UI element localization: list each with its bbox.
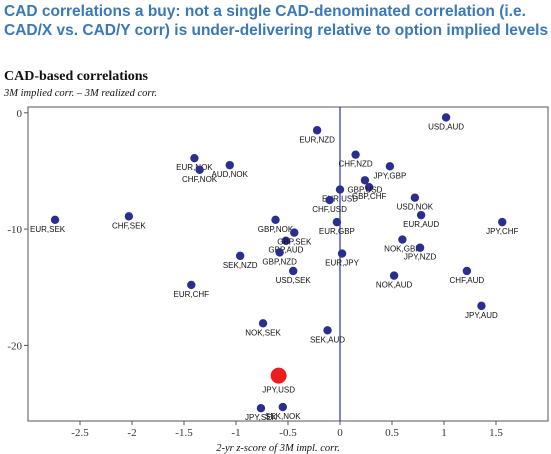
data-point-label: CHF,SEK <box>112 221 146 230</box>
data-point <box>385 162 395 171</box>
y-tick-label: -10 <box>7 224 22 236</box>
data-point <box>389 271 399 280</box>
data-point-label: GBP,SEK <box>277 238 312 247</box>
data-point <box>271 215 280 225</box>
x-tick-label: -2.5 <box>71 427 89 439</box>
data-point-label: AUD,NOK <box>212 170 249 179</box>
data-point <box>281 236 291 245</box>
chart-title: CAD-based correlations <box>4 69 149 84</box>
data-point <box>290 228 299 237</box>
data-point <box>258 319 268 328</box>
data-point <box>256 404 266 413</box>
data-point <box>275 248 284 257</box>
data-point-label: JPY,SEK <box>245 413 278 422</box>
data-point-label: CHF,NZD <box>338 160 372 169</box>
data-point <box>312 126 322 135</box>
data-point <box>416 210 426 220</box>
data-point-label: EUR,CHF <box>173 290 209 299</box>
data-point-label: NOK,SEK <box>245 328 281 337</box>
data-point <box>477 301 486 311</box>
data-point-label: CHF,AUD <box>450 276 485 285</box>
data-point <box>195 165 204 174</box>
data-point-label: EUR,SEK <box>30 225 66 234</box>
data-point <box>462 266 472 276</box>
data-point-label: JPY,NZD <box>404 253 437 262</box>
data-point-label: SEK,NZD <box>223 261 258 270</box>
data-point <box>187 280 196 290</box>
x-tick-label: 1 <box>441 427 447 439</box>
y-tick-label: 0 <box>17 108 23 120</box>
data-point-label: JPY,AUD <box>465 311 498 320</box>
x-tick-label: 0 <box>337 427 343 439</box>
plot-area: -2.5 -2 -1.5 -1 -0.5 0 0.5 1 1.5 0 -10 -20 2-yr z-sc… <box>7 106 549 454</box>
x-tick-label: -1.5 <box>175 427 193 439</box>
data-point-label: NOK,GBP <box>384 245 420 254</box>
x-tick-label: -0.5 <box>279 427 297 439</box>
data-point <box>190 153 199 163</box>
data-point <box>364 183 374 192</box>
data-point <box>498 217 507 227</box>
data-point-label: GBP,CHF <box>352 192 387 201</box>
data-point-label: EUR,GBP <box>319 227 355 236</box>
data-point-label: SEK,AUD <box>310 335 345 344</box>
x-tick-label: 1.5 <box>489 427 503 439</box>
data-point <box>235 251 245 261</box>
data-point-label: GBP,USD <box>347 185 382 194</box>
data-point-label: USD,NOK <box>397 203 434 212</box>
data-point-label: GBP,NZD <box>262 257 297 266</box>
data-point-label: EUR,AUD <box>403 220 439 229</box>
x-tick-label: 0.5 <box>385 427 399 439</box>
chart-subtitle: 3M implied corr. – 3M realized corr. <box>4 88 158 99</box>
headline: CAD correlations a buy: not a single CAD… <box>4 3 549 39</box>
highlight-point-label: JPY,USD <box>262 386 295 395</box>
data-point-label: USD,AUD <box>428 122 464 131</box>
x-tick-label: -2 <box>127 427 136 439</box>
data-point-label: EUR,USD <box>322 195 358 204</box>
data-point <box>278 402 287 412</box>
data-point <box>398 235 407 244</box>
data-point <box>410 193 420 202</box>
x-axis-label: 2-yr z-score of 3M impl. corr. <box>216 443 340 454</box>
data-point-label: GBP,AUD <box>268 246 303 255</box>
data-point <box>50 215 60 225</box>
data-point-label: GBP,NOK <box>258 225 294 234</box>
data-point-label: EUR,NZD <box>299 135 335 144</box>
data-point-label: JPY,CHF <box>486 227 518 236</box>
data-point <box>415 243 425 252</box>
data-point <box>323 326 332 335</box>
data-point-label: JPY,GBP <box>374 171 407 180</box>
highlight-point <box>270 367 287 384</box>
data-point-label: USD,SEK <box>276 276 312 285</box>
data-point <box>124 212 134 221</box>
data-point <box>289 266 298 276</box>
data-point <box>337 249 347 258</box>
data-point-label: EUR,JPY <box>325 259 359 268</box>
data-point <box>225 160 234 170</box>
x-tick-label: -1 <box>231 427 240 439</box>
data-point <box>325 195 334 205</box>
data-point <box>351 150 360 159</box>
y-tick-label: -20 <box>7 340 22 352</box>
data-point-label: SEK,NOK <box>265 412 301 421</box>
data-point-label: CHF,USD <box>312 205 347 214</box>
data-point-label: CHF,NOK <box>182 175 218 184</box>
data-point <box>441 113 451 122</box>
data-point <box>360 176 370 185</box>
data-point <box>332 217 342 227</box>
data-point-label: NOK,AUD <box>376 281 413 290</box>
data-point-label: EUR,NOK <box>176 163 213 172</box>
data-point <box>335 185 345 194</box>
